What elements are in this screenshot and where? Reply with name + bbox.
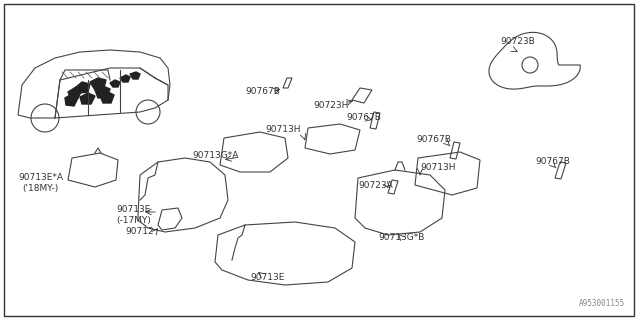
Polygon shape <box>110 80 120 87</box>
Text: 90723A: 90723A <box>358 180 393 189</box>
Text: 90713H: 90713H <box>265 125 301 134</box>
Polygon shape <box>100 92 114 103</box>
Text: 90767B: 90767B <box>535 157 570 166</box>
Text: 90713E*A: 90713E*A <box>18 173 63 182</box>
Polygon shape <box>75 82 90 93</box>
Polygon shape <box>65 94 78 106</box>
Text: 90713E: 90713E <box>251 274 285 283</box>
Text: 90723H: 90723H <box>313 100 348 109</box>
Text: 90713H: 90713H <box>420 164 456 172</box>
Text: 90723B: 90723B <box>500 37 535 46</box>
Text: 90767B: 90767B <box>416 135 451 145</box>
Text: 90713E: 90713E <box>116 205 150 214</box>
Text: 90767B: 90767B <box>245 87 280 97</box>
Text: 90767B: 90767B <box>346 114 381 123</box>
Text: 90712: 90712 <box>125 228 154 236</box>
Polygon shape <box>80 93 95 104</box>
Polygon shape <box>120 75 130 82</box>
Polygon shape <box>130 72 140 79</box>
Text: 90713G*A: 90713G*A <box>192 150 238 159</box>
Text: ('18MY-): ('18MY-) <box>22 183 58 193</box>
Polygon shape <box>90 78 106 90</box>
Text: (-17MY): (-17MY) <box>116 215 151 225</box>
Polygon shape <box>95 86 110 98</box>
Text: A953001155: A953001155 <box>579 299 625 308</box>
Text: 90713G*B: 90713G*B <box>378 234 424 243</box>
Polygon shape <box>68 87 82 98</box>
